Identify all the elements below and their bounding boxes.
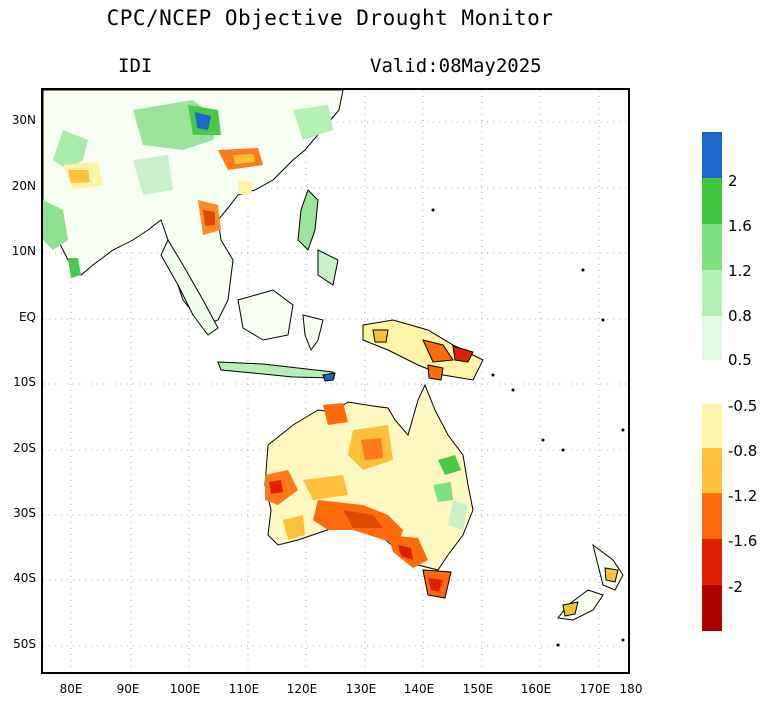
australia-landmass — [264, 383, 474, 599]
lat-tick-30s: 30S — [13, 506, 36, 520]
lat-tick-40s: 40S — [13, 571, 36, 585]
lon-tick-160e: 160E — [520, 682, 552, 696]
lon-tick-80e: 80E — [59, 682, 83, 696]
drought-map — [41, 88, 630, 674]
asia-landmass — [43, 90, 344, 326]
legend-swatch-dry-2 — [702, 585, 722, 631]
legend-swatch-dry-1-2 — [702, 493, 722, 539]
legend-label-wet-1-6: 1.6 — [728, 217, 752, 235]
lon-tick-110e: 110E — [228, 682, 260, 696]
legend-swatch-dry-1-6 — [702, 539, 722, 585]
pacific-islands — [431, 208, 625, 647]
legend-label-dry-1-6: -1.6 — [728, 532, 758, 550]
legend-swatch-dry-0-5 — [702, 404, 722, 448]
lat-tick-10s: 10S — [13, 375, 36, 389]
new-zealand — [557, 543, 624, 621]
legend-label-wet-0-5: 0.5 — [728, 351, 752, 369]
lat-tick-50s: 50S — [13, 637, 36, 651]
lon-tick-100e: 100E — [169, 682, 201, 696]
legend-label-dry-1-2: -1.2 — [728, 487, 758, 505]
legend-swatch-wet-1-2 — [702, 224, 722, 270]
legend-swatch-wet-0-5 — [702, 316, 722, 360]
lon-tick-130e: 130E — [345, 682, 377, 696]
legend-swatch-wet-2 — [702, 132, 722, 178]
valid-date: Valid:08May2025 — [370, 55, 542, 77]
lat-tick-30n: 30N — [11, 113, 36, 127]
legend-label-dry-2: -2 — [728, 578, 743, 596]
legend-swatch-wet-1-6 — [702, 178, 722, 224]
legend-label-dry-0-8: -0.8 — [728, 442, 758, 460]
lon-tick-170e: 170E — [579, 682, 611, 696]
legend-label-dry-0-5: -0.5 — [728, 397, 758, 415]
map-title: CPC/NCEP Objective Drought Monitor — [106, 6, 554, 30]
lon-tick-90e: 90E — [116, 682, 140, 696]
legend-swatch-dry-0-8 — [702, 448, 722, 493]
indonesia-islands — [160, 189, 484, 382]
legend-label-wet-1-2: 1.2 — [728, 262, 752, 280]
lat-tick-10n: 10N — [11, 244, 36, 258]
legend-swatch-wet-0-8 — [702, 270, 722, 316]
lat-tick-20s: 20S — [13, 441, 36, 455]
index-label: IDI — [118, 55, 153, 77]
lon-tick-140e: 140E — [403, 682, 435, 696]
lon-tick-150e: 150E — [462, 682, 494, 696]
legend-label-wet-2: 2 — [728, 172, 738, 190]
lat-tick-20n: 20N — [11, 179, 36, 193]
lon-tick-120e: 120E — [286, 682, 318, 696]
legend-label-wet-0-8: 0.8 — [728, 307, 752, 325]
map-canvas — [43, 90, 628, 672]
lat-tick-eq: EQ — [18, 310, 36, 324]
lon-tick-180: 180 — [619, 682, 643, 696]
